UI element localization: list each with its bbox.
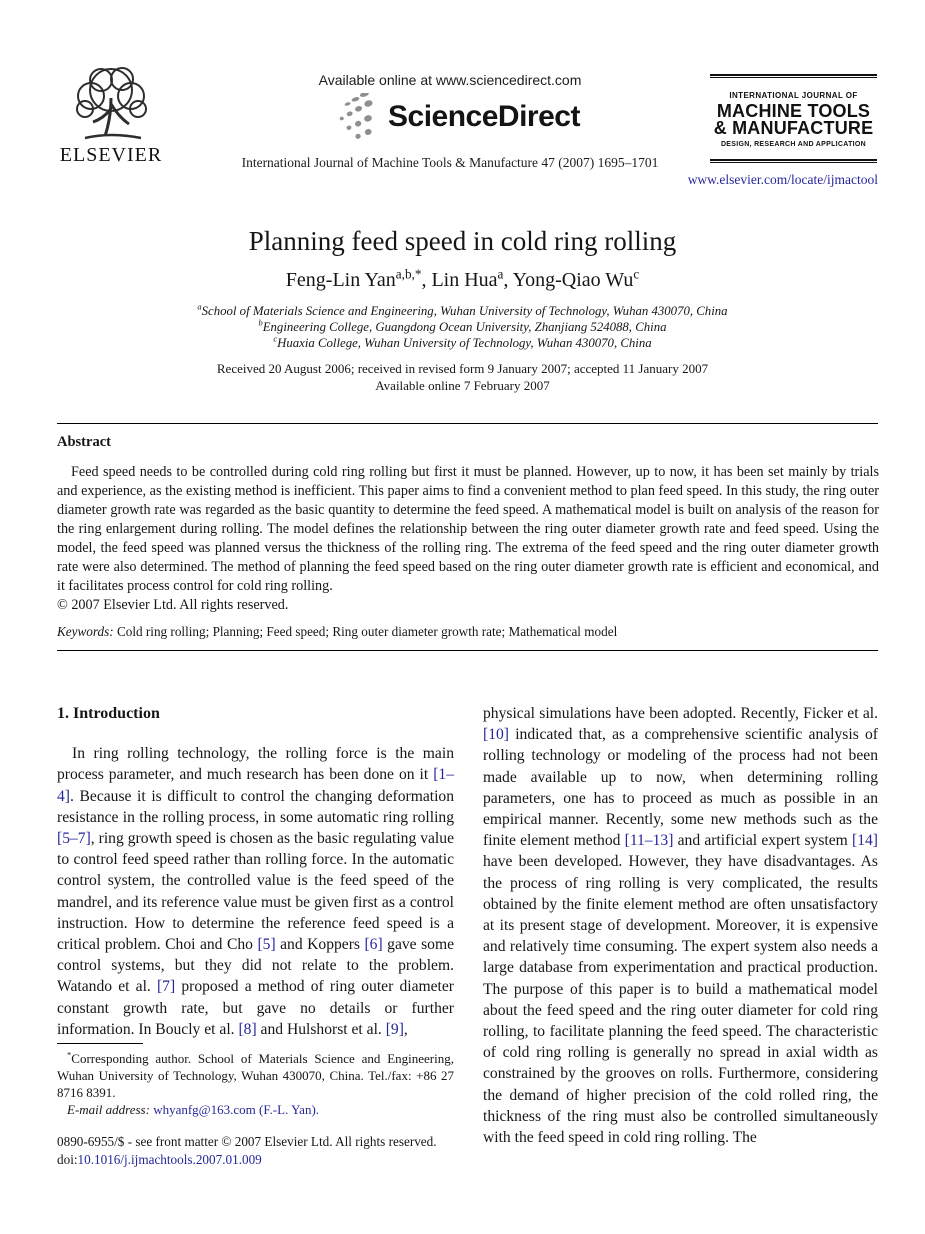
email-line: E-mail address: whyanfg@163.com (F.-L. Y…	[57, 1101, 454, 1118]
inline-link[interactable]: [14]	[852, 832, 878, 850]
intro-paragraph-left: In ring rolling technology, the rolling …	[57, 743, 454, 1040]
text-segment: E-mail address:	[67, 1102, 154, 1117]
text-segment: , Yong-Qiao Wu	[503, 269, 634, 291]
text-segment: c	[273, 333, 278, 344]
doi-line: doi:10.1016/j.ijmachtools.2007.01.009	[57, 1151, 477, 1169]
abstract-text: Feed speed needs to be controlled during…	[57, 463, 879, 615]
inline-link[interactable]: [9]	[385, 1020, 404, 1038]
affiliations: aSchool of Materials Science and Enginee…	[0, 303, 925, 351]
inline-link[interactable]: [6]	[364, 936, 383, 954]
text-segment: b	[258, 317, 263, 328]
body-column-right: physical simulations have been adopted. …	[483, 703, 878, 1148]
article-history: Received 20 August 2006; received in rev…	[0, 360, 925, 394]
text-segment: and Koppers	[275, 936, 365, 954]
journal-box-kicker: INTERNATIONAL JOURNAL OF	[729, 91, 858, 100]
issn-copyright-line: 0890-6955/$ - see front matter © 2007 El…	[57, 1134, 437, 1149]
intro-paragraph-right: physical simulations have been adopted. …	[483, 703, 878, 1148]
journal-box-subtitle: DESIGN, RESEARCH AND APPLICATION	[720, 141, 867, 148]
inline-link[interactable]: whyanfg@163.com (F.-L. Yan).	[153, 1102, 320, 1117]
journal-box-title-2: & MANUFACTURE	[713, 118, 874, 138]
journal-homepage-link[interactable]: www.elsevier.com/locate/ijmactool	[687, 172, 878, 187]
text-segment: *	[67, 1049, 72, 1060]
footnote-rule	[57, 1043, 143, 1044]
text-segment: School of Materials Science and Engineer…	[201, 304, 728, 318]
inline-link[interactable]: [5]	[257, 936, 276, 954]
text-segment: proposed a method of ring outer diameter…	[57, 978, 454, 1038]
abstract-heading: Abstract	[57, 434, 111, 450]
text-segment: a	[197, 301, 202, 312]
text-segment: doi:	[57, 1151, 78, 1167]
text-segment: , ring growth speed is chosen as the bas…	[57, 830, 454, 954]
sciencedirect-logo[interactable]: ScienceDirect	[328, 93, 588, 141]
abstract-top-rule	[57, 423, 878, 424]
text-segment: Engineering College, Guangdong Ocean Uni…	[262, 320, 667, 334]
text-segment: c	[633, 266, 640, 282]
text-segment: and artificial expert system	[673, 832, 853, 850]
corresponding-author-note: *Corresponding author. School of Materia…	[57, 1050, 454, 1101]
text-segment: have been developed. However, they have …	[483, 853, 878, 1147]
text-segment: Cold ring rolling; Planning; Feed speed;…	[116, 624, 618, 639]
elsevier-tree-icon	[76, 67, 147, 140]
body-column-left: 1. Introduction In ring rolling technolo…	[57, 703, 454, 1040]
text-segment: Keywords:	[57, 624, 117, 639]
elsevier-logo: ELSEVIER	[55, 64, 167, 167]
affiliation-c: cHuaxia College, Wuhan University of Tec…	[0, 335, 925, 351]
journal-box-top-rule	[710, 74, 877, 78]
inline-link[interactable]: [11–13]	[624, 832, 674, 850]
inline-link[interactable]: 10.1016/j.ijmachtools.2007.01.009	[77, 1151, 262, 1167]
journal-box-title-1: MACHINE TOOLS	[716, 101, 871, 121]
affiliation-a: aSchool of Materials Science and Enginee…	[0, 303, 925, 319]
inline-link[interactable]: [8]	[238, 1020, 257, 1038]
section-1-heading: 1. Introduction	[57, 705, 160, 722]
keywords-line: Keywords: Cold ring rolling; Planning; F…	[57, 624, 879, 640]
inline-link[interactable]: [1–4]	[57, 766, 454, 805]
inline-link[interactable]: [5–7]	[57, 830, 91, 848]
text-segment: a,b,*	[395, 266, 422, 282]
author-list: Feng-Lin Yana,b,*, Lin Huaa, Yong-Qiao W…	[0, 266, 925, 292]
text-segment: . Because it is difficult to control the…	[57, 787, 454, 826]
text-segment: physical simulations have been adopted. …	[483, 705, 878, 722]
text-segment: a	[497, 266, 504, 282]
sciencedirect-dots-icon	[339, 93, 373, 139]
journal-box-bottom-rule	[710, 159, 877, 163]
sciencedirect-wordmark: ScienceDirect	[388, 100, 580, 133]
footnote-block: *Corresponding author. School of Materia…	[57, 1043, 454, 1118]
article-title: Planning feed speed in cold ring rolling	[248, 226, 677, 256]
footer-block: 0890-6955/$ - see front matter © 2007 El…	[57, 1133, 477, 1168]
abstract-copyright: © 2007 Elsevier Ltd. All rights reserved…	[57, 597, 289, 613]
inline-link[interactable]: [7]	[156, 978, 176, 996]
text-segment: , Lin Hua	[421, 269, 498, 291]
journal-cover-box: INTERNATIONAL JOURNAL OF MACHINE TOOLS &…	[710, 74, 877, 163]
text-segment: ,	[403, 1020, 408, 1038]
text-segment: gave some control systems, but they did …	[57, 936, 454, 996]
available-online-text: Available online at www.sciencedirect.co…	[318, 72, 582, 88]
affiliation-b: bEngineering College, Guangdong Ocean Un…	[0, 319, 925, 335]
text-segment: indicated that, as a comprehensive scien…	[483, 726, 878, 850]
abstract-bottom-rule	[57, 650, 878, 651]
elsevier-wordmark: ELSEVIER	[59, 144, 163, 166]
inline-link[interactable]: [10]	[483, 726, 509, 744]
text-segment: Corresponding author. School of Material…	[57, 1051, 454, 1100]
available-online-date: Available online 7 February 2007	[375, 378, 550, 393]
text-segment: and Hulshorst et al.	[256, 1020, 386, 1038]
received-dates: Received 20 August 2006; received in rev…	[216, 361, 709, 376]
abstract-paragraph: Feed speed needs to be controlled during…	[57, 464, 879, 594]
text-segment: Huaxia College, Wuhan University of Tech…	[277, 336, 652, 350]
journal-citation-line: International Journal of Machine Tools &…	[241, 155, 659, 170]
text-segment: In ring rolling technology, the rolling …	[57, 745, 454, 784]
text-segment: Feng-Lin Yan	[285, 269, 396, 291]
